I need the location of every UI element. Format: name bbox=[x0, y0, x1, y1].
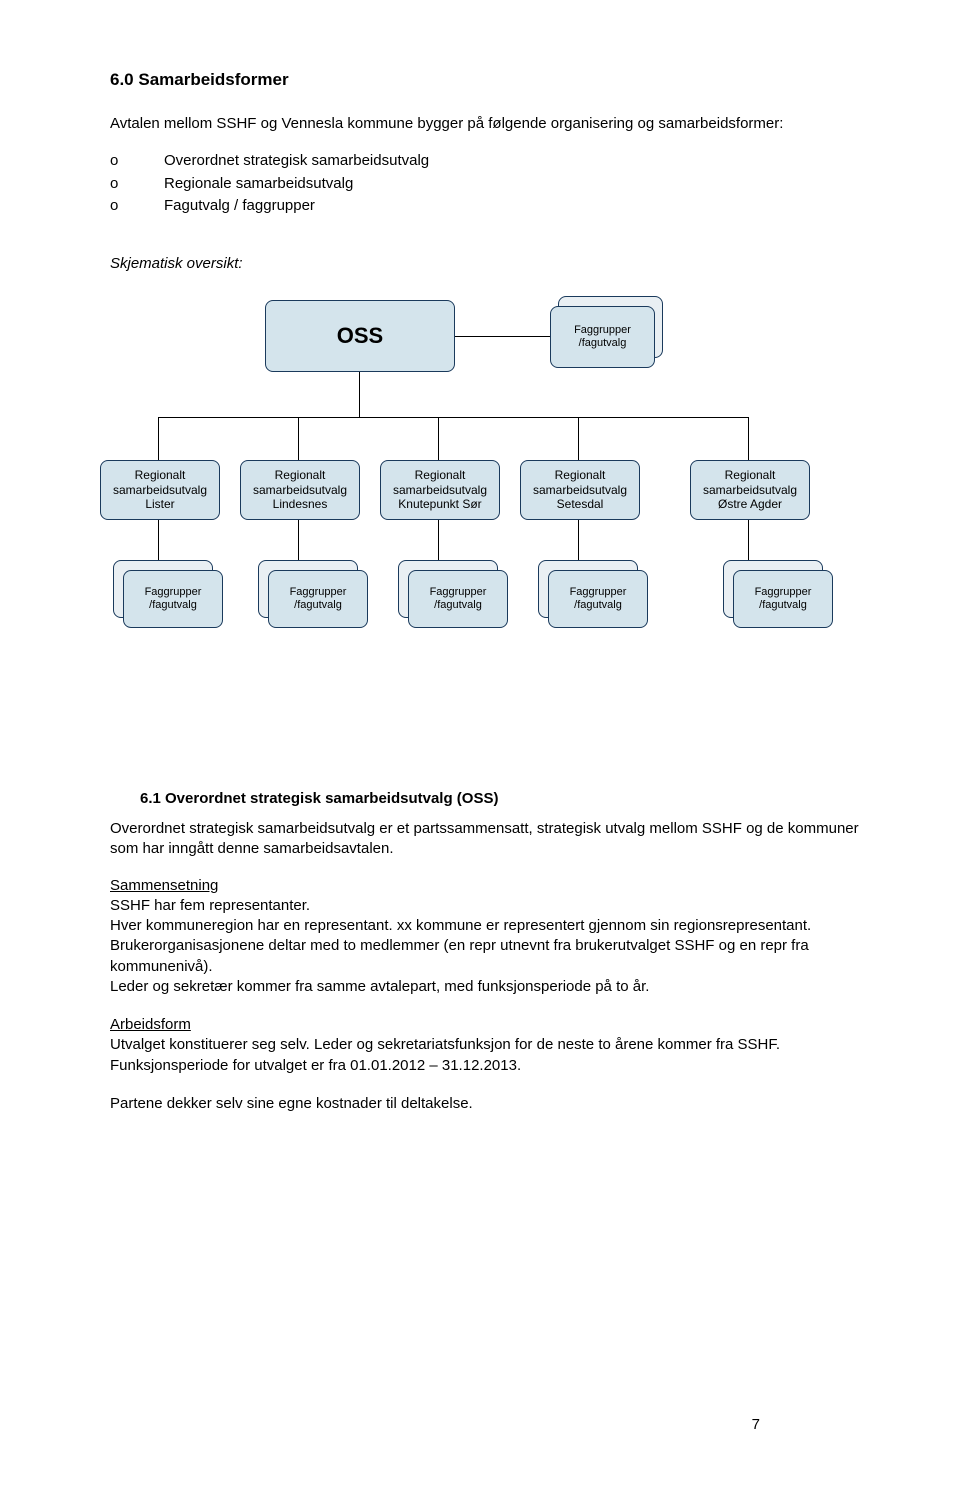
skjematisk-label: Skjematisk oversikt: bbox=[110, 254, 860, 274]
bullet-text: Fagutvalg / faggrupper bbox=[164, 195, 315, 218]
paragraph: Overordnet strategisk samarbeidsutvalg e… bbox=[110, 819, 860, 860]
regional-node: Regionalt samarbeidsutvalg Lindesnes bbox=[240, 460, 360, 520]
fag-line: /fagutvalg bbox=[579, 337, 627, 349]
r-line: samarbeidsutvalg bbox=[393, 483, 487, 497]
leaf-line: /fagutvalg bbox=[574, 599, 622, 611]
leaf-line: Faggrupper bbox=[570, 586, 627, 598]
section-heading: 6.0 Samarbeidsformer bbox=[110, 70, 860, 90]
leaf-line: Faggrupper bbox=[290, 586, 347, 598]
bullet-list: o Overordnet strategisk samarbeidsutvalg… bbox=[110, 150, 860, 218]
leaf-line: /fagutvalg bbox=[434, 599, 482, 611]
r-line: Lindesnes bbox=[273, 497, 328, 511]
r-line: Setesdal bbox=[557, 497, 604, 511]
leaf-node: Faggrupper/fagutvalg bbox=[408, 570, 508, 628]
text-line: Utvalget konstituerer seg selv. Leder og… bbox=[110, 1036, 780, 1073]
r-line: Lister bbox=[145, 497, 174, 511]
leaf-line: Faggrupper bbox=[145, 586, 202, 598]
oss-side-node: Faggrupper /fagutvalg bbox=[550, 306, 655, 368]
closing-paragraph: Partene dekker selv sine egne kostnader … bbox=[110, 1094, 860, 1114]
bullet-marker: o bbox=[110, 173, 164, 196]
leaf-node: Faggrupper/fagutvalg bbox=[123, 570, 223, 628]
leaf-line: /fagutvalg bbox=[294, 599, 342, 611]
arbeidsform-label: Arbeidsform bbox=[110, 1016, 191, 1033]
page-number: 7 bbox=[752, 1416, 760, 1433]
text-line: Leder og sekretær kommer fra samme avtal… bbox=[110, 978, 649, 995]
r-line: Østre Agder bbox=[718, 497, 782, 511]
text-line: Brukerorganisasjonene deltar med to medl… bbox=[110, 937, 809, 974]
org-diagram: OSS Faggrupper /fagutvalg Regionalt sama… bbox=[110, 290, 860, 730]
bullet-marker: o bbox=[110, 195, 164, 218]
leaf-line: /fagutvalg bbox=[149, 599, 197, 611]
leaf-line: Faggrupper bbox=[755, 586, 812, 598]
r-line: samarbeidsutvalg bbox=[533, 483, 627, 497]
bullet-text: Overordnet strategisk samarbeidsutvalg bbox=[164, 150, 429, 173]
regional-node: Regionalt samarbeidsutvalg Østre Agder bbox=[690, 460, 810, 520]
r-line: Regionalt bbox=[415, 468, 466, 482]
oss-node: OSS bbox=[265, 300, 455, 372]
r-line: samarbeidsutvalg bbox=[703, 483, 797, 497]
sammensetning-label: Sammensetning bbox=[110, 877, 218, 894]
r-line: Knutepunkt Sør bbox=[398, 497, 481, 511]
fag-line: Faggrupper bbox=[574, 324, 631, 336]
regional-node: Regionalt samarbeidsutvalg Knutepunkt Sø… bbox=[380, 460, 500, 520]
subsection-heading: 6.1 Overordnet strategisk samarbeidsutva… bbox=[140, 790, 860, 807]
leaf-line: Faggrupper bbox=[430, 586, 487, 598]
r-line: Regionalt bbox=[725, 468, 776, 482]
r-line: Regionalt bbox=[135, 468, 186, 482]
bullet-item: o Regionale samarbeidsutvalg bbox=[110, 173, 860, 196]
leaf-node: Faggrupper/fagutvalg bbox=[268, 570, 368, 628]
leaf-node: Faggrupper/fagutvalg bbox=[733, 570, 833, 628]
r-line: Regionalt bbox=[275, 468, 326, 482]
bullet-text: Regionale samarbeidsutvalg bbox=[164, 173, 353, 196]
text-line: SSHF har fem representanter. bbox=[110, 897, 310, 914]
leaf-line: /fagutvalg bbox=[759, 599, 807, 611]
r-line: samarbeidsutvalg bbox=[113, 483, 207, 497]
text-line: Hver kommuneregion har en representant. … bbox=[110, 917, 811, 934]
bullet-item: o Fagutvalg / faggrupper bbox=[110, 195, 860, 218]
leaf-node: Faggrupper/fagutvalg bbox=[548, 570, 648, 628]
bullet-marker: o bbox=[110, 150, 164, 173]
bullet-item: o Overordnet strategisk samarbeidsutvalg bbox=[110, 150, 860, 173]
intro-paragraph: Avtalen mellom SSHF og Vennesla kommune … bbox=[110, 114, 860, 134]
regional-node: Regionalt samarbeidsutvalg Lister bbox=[100, 460, 220, 520]
r-line: samarbeidsutvalg bbox=[253, 483, 347, 497]
r-line: Regionalt bbox=[555, 468, 606, 482]
regional-node: Regionalt samarbeidsutvalg Setesdal bbox=[520, 460, 640, 520]
